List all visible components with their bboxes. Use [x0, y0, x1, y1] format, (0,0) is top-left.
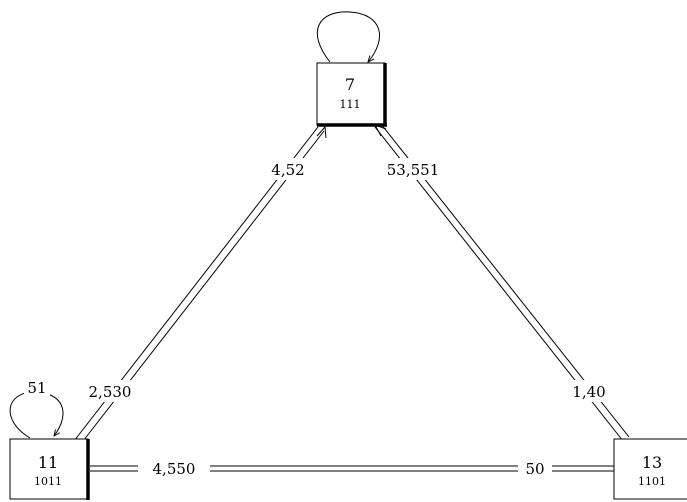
node-7-value: 7	[345, 75, 355, 94]
node-13[interactable]: 13 1101	[613, 438, 687, 500]
edge-label-7-13-top: 53,551	[387, 161, 440, 179]
node-11-code: 1011	[34, 475, 62, 488]
edge-label-7-13-bottom: 1,40	[572, 383, 605, 401]
self-loop-11-label: 51	[27, 379, 46, 397]
node-13-code: 1101	[638, 475, 666, 488]
self-loop-7	[316, 11, 381, 62]
node-11-value: 11	[38, 453, 58, 472]
node-7-code: 111	[340, 98, 361, 111]
edge-label-11-13-right: 50	[525, 460, 544, 478]
edge-label-7-11-top: 4,52	[271, 161, 304, 179]
self-loop-11: 51	[9, 378, 64, 439]
edge-label-11-13-left: 4,550	[153, 460, 196, 478]
node-11[interactable]: 11 1011	[9, 438, 90, 500]
edge-label-7-11-bottom: 2,530	[89, 383, 132, 401]
node-13-value: 13	[642, 453, 662, 472]
node-7[interactable]: 7 111	[316, 62, 387, 127]
